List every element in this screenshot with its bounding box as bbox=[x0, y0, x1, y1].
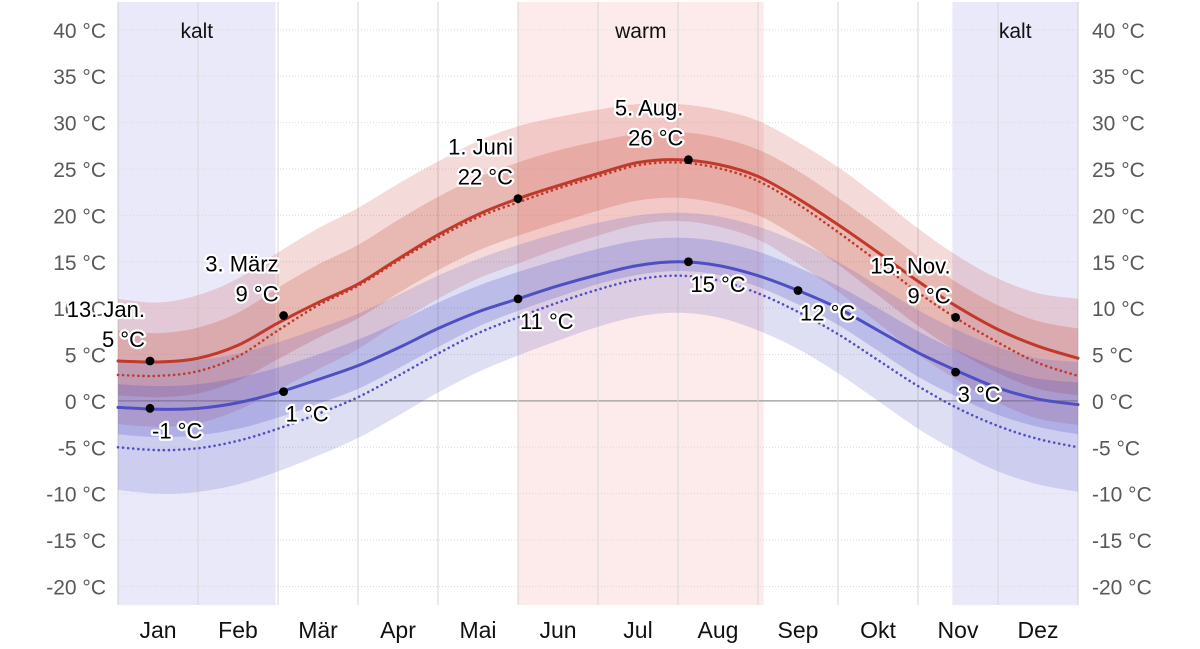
y-tick-left: 25 °C bbox=[53, 159, 106, 182]
annotation-text: 12 °C bbox=[800, 301, 855, 326]
data-point bbox=[684, 155, 693, 165]
x-tick-Nov: Nov bbox=[938, 617, 979, 643]
y-tick-left: 5 °C bbox=[65, 345, 106, 368]
data-point bbox=[684, 257, 693, 267]
y-tick-left: 20 °C bbox=[53, 205, 106, 228]
x-tick-Jun: Jun bbox=[539, 617, 576, 643]
season-band-kalt bbox=[952, 2, 1078, 605]
annotation-text: 11 °C bbox=[520, 309, 574, 334]
data-point bbox=[513, 294, 523, 304]
data-point bbox=[513, 194, 523, 204]
y-tick-right: -15 °C bbox=[1092, 530, 1152, 553]
range-band bbox=[118, 212, 1078, 494]
season-label-warm: warm bbox=[614, 20, 666, 43]
annotation-text: 1. Juni bbox=[448, 135, 513, 160]
y-tick-right: 5 °C bbox=[1092, 345, 1133, 368]
annotation-text: 5 °C bbox=[102, 327, 145, 352]
season-band-warm bbox=[518, 2, 764, 605]
x-tick-Okt: Okt bbox=[860, 617, 896, 643]
x-tick-Jan: Jan bbox=[139, 617, 176, 643]
y-tick-right: 15 °C bbox=[1092, 252, 1145, 275]
y-tick-right: 35 °C bbox=[1092, 66, 1145, 89]
y-tick-left: 0 °C bbox=[65, 391, 106, 414]
y-tick-left: -20 °C bbox=[46, 576, 106, 599]
data-point bbox=[279, 311, 288, 320]
y-tick-left: 10 °C bbox=[53, 298, 106, 321]
data-point bbox=[145, 403, 155, 413]
x-tick-Jul: Jul bbox=[623, 617, 652, 643]
data-point bbox=[145, 356, 155, 366]
series-line-min-mean bbox=[116, 260, 1080, 411]
annotation-text: -1 °C bbox=[152, 418, 202, 443]
y-tick-left: -5 °C bbox=[58, 437, 106, 460]
annotation-text: 5. Aug. bbox=[615, 96, 684, 121]
y-tick-left: -15 °C bbox=[46, 530, 106, 553]
series-line-max-mean bbox=[116, 158, 1080, 364]
y-tick-left: 30 °C bbox=[53, 113, 106, 136]
range-band bbox=[118, 131, 1078, 398]
annotation-text: 15 °C bbox=[690, 272, 745, 297]
x-tick-Dez: Dez bbox=[1018, 617, 1059, 643]
x-tick-Apr: Apr bbox=[380, 617, 416, 643]
annotation-text: 9 °C bbox=[908, 283, 951, 308]
annotation-text: 3. März bbox=[205, 252, 278, 277]
data-point bbox=[951, 313, 960, 322]
annotation-text: 22 °C bbox=[458, 165, 513, 190]
data-point bbox=[279, 387, 288, 397]
x-tick-Mär: Mär bbox=[298, 617, 338, 643]
data-point bbox=[951, 367, 960, 377]
season-label-kalt: kalt bbox=[180, 20, 213, 43]
season-band-kalt bbox=[118, 2, 276, 605]
x-tick-Aug: Aug bbox=[698, 617, 739, 643]
y-tick-right: -10 °C bbox=[1092, 484, 1152, 507]
data-point bbox=[793, 286, 803, 295]
y-tick-left: 15 °C bbox=[53, 252, 106, 275]
annotation-text: 15. Nov. bbox=[870, 253, 950, 278]
y-tick-left: 40 °C bbox=[53, 20, 106, 43]
y-tick-right: 40 °C bbox=[1092, 20, 1145, 43]
x-tick-Mai: Mai bbox=[459, 617, 496, 643]
annotation-text: 26 °C bbox=[628, 126, 683, 151]
y-tick-right: -20 °C bbox=[1092, 576, 1152, 599]
range-band bbox=[118, 237, 1078, 438]
y-tick-right: -5 °C bbox=[1092, 437, 1140, 460]
y-tick-right: 10 °C bbox=[1092, 298, 1145, 321]
annotation-text: 9 °C bbox=[236, 282, 279, 307]
y-tick-right: 30 °C bbox=[1092, 113, 1145, 136]
annotation-text: 13. Jan. bbox=[67, 297, 145, 322]
x-tick-Sep: Sep bbox=[778, 617, 819, 643]
annotation-text: 1 °C bbox=[286, 402, 329, 427]
range-band bbox=[118, 103, 1078, 427]
y-tick-right: 0 °C bbox=[1092, 391, 1133, 414]
annotation-text: 3 °C bbox=[958, 382, 1001, 407]
series-line-min-dotted bbox=[116, 274, 1080, 452]
x-tick-Feb: Feb bbox=[218, 617, 258, 643]
y-tick-right: 20 °C bbox=[1092, 205, 1145, 228]
y-tick-right: 25 °C bbox=[1092, 159, 1145, 182]
series-line-max-dotted bbox=[116, 161, 1080, 378]
y-tick-left: 35 °C bbox=[53, 66, 106, 89]
y-tick-left: -10 °C bbox=[46, 484, 106, 507]
season-label-kalt: kalt bbox=[999, 20, 1032, 43]
